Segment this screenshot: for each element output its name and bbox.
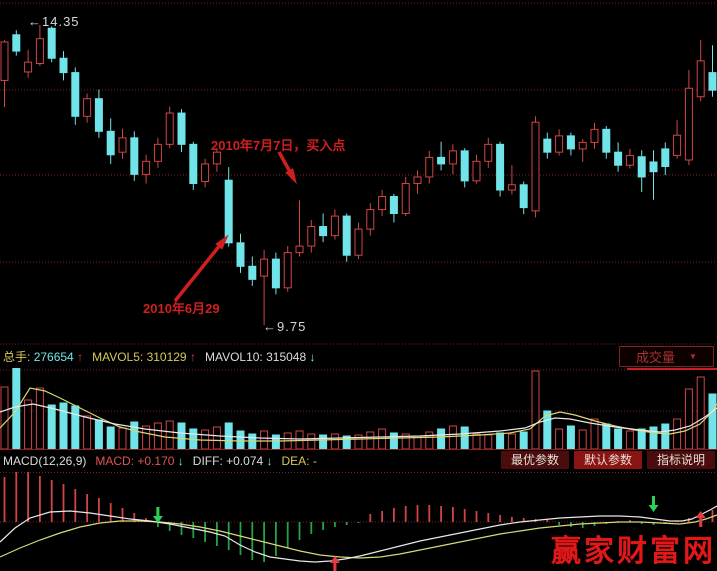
diff-field: DIFF: +0.074 ↓ [193,454,273,468]
total-hands-field: 总手: 276654 ↑ [3,348,83,365]
up-arrow-icon: ↑ [77,350,84,364]
kline-chart[interactable] [0,0,717,346]
indicator-dropdown[interactable]: 成交量 ▼ [619,346,714,367]
total-hands-label: 总手: [3,350,31,364]
annotation-june29: 2010年6月29 [143,301,220,316]
macd-value: +0.170 [137,453,175,468]
chevron-down-icon: ▼ [689,352,697,361]
total-hands-value: 276654 [33,350,74,364]
down-arrow-icon: ↓ [309,349,316,364]
watermark: 赢家财富网 [551,534,716,569]
down-arrow-icon: ↓ [177,453,184,468]
indicator-help-button[interactable]: 指标说明 [646,451,715,469]
optimal-params-button[interactable]: 最优参数 [500,451,569,469]
mavol10-field: MAVOL10: 315048 ↓ [205,350,316,364]
low-price-label: ←9.75 [263,319,307,334]
down-arrow-icon: ↓ [266,453,273,468]
volume-header-bar: 总手: 276654 ↑ MAVOL5: 310129 ↑ MAVOL10: 3… [0,345,717,368]
volume-pane-highlight-line [627,368,717,370]
mavol5-field: MAVOL5: 310129 ↑ [92,350,196,364]
mavol10-label: MAVOL10: [204,349,263,364]
indicator-dropdown-value: 成交量 [636,350,676,365]
high-price-label: ←14.35 [28,14,80,29]
macd-chart[interactable] [0,472,717,571]
macd-label: MACD: [95,453,135,468]
default-params-button[interactable]: 默认参数 [573,451,642,469]
mavol5-label: MAVOL5: [92,349,144,364]
macd-formula: MACD(12,26,9) [3,453,87,468]
annotation-buy-point: 2010年7月7日，买入点 [211,138,346,153]
parameter-buttons: 最优参数 默认参数 指标说明 [500,451,715,469]
dea-field: DEA: - [281,453,317,468]
up-arrow-icon: ↑ [189,349,196,364]
mavol10-value: 315048 [266,349,307,364]
diff-label: DIFF: [192,453,223,468]
mavol5-value: 310129 [146,349,187,364]
macd-field: MACD: +0.170 ↓ [95,454,183,468]
diff-value: +0.074 [226,453,264,468]
volume-chart[interactable] [0,368,717,450]
macd-header-bar: MACD(12,26,9) MACD: +0.170 ↓ DIFF: +0.07… [0,450,717,471]
